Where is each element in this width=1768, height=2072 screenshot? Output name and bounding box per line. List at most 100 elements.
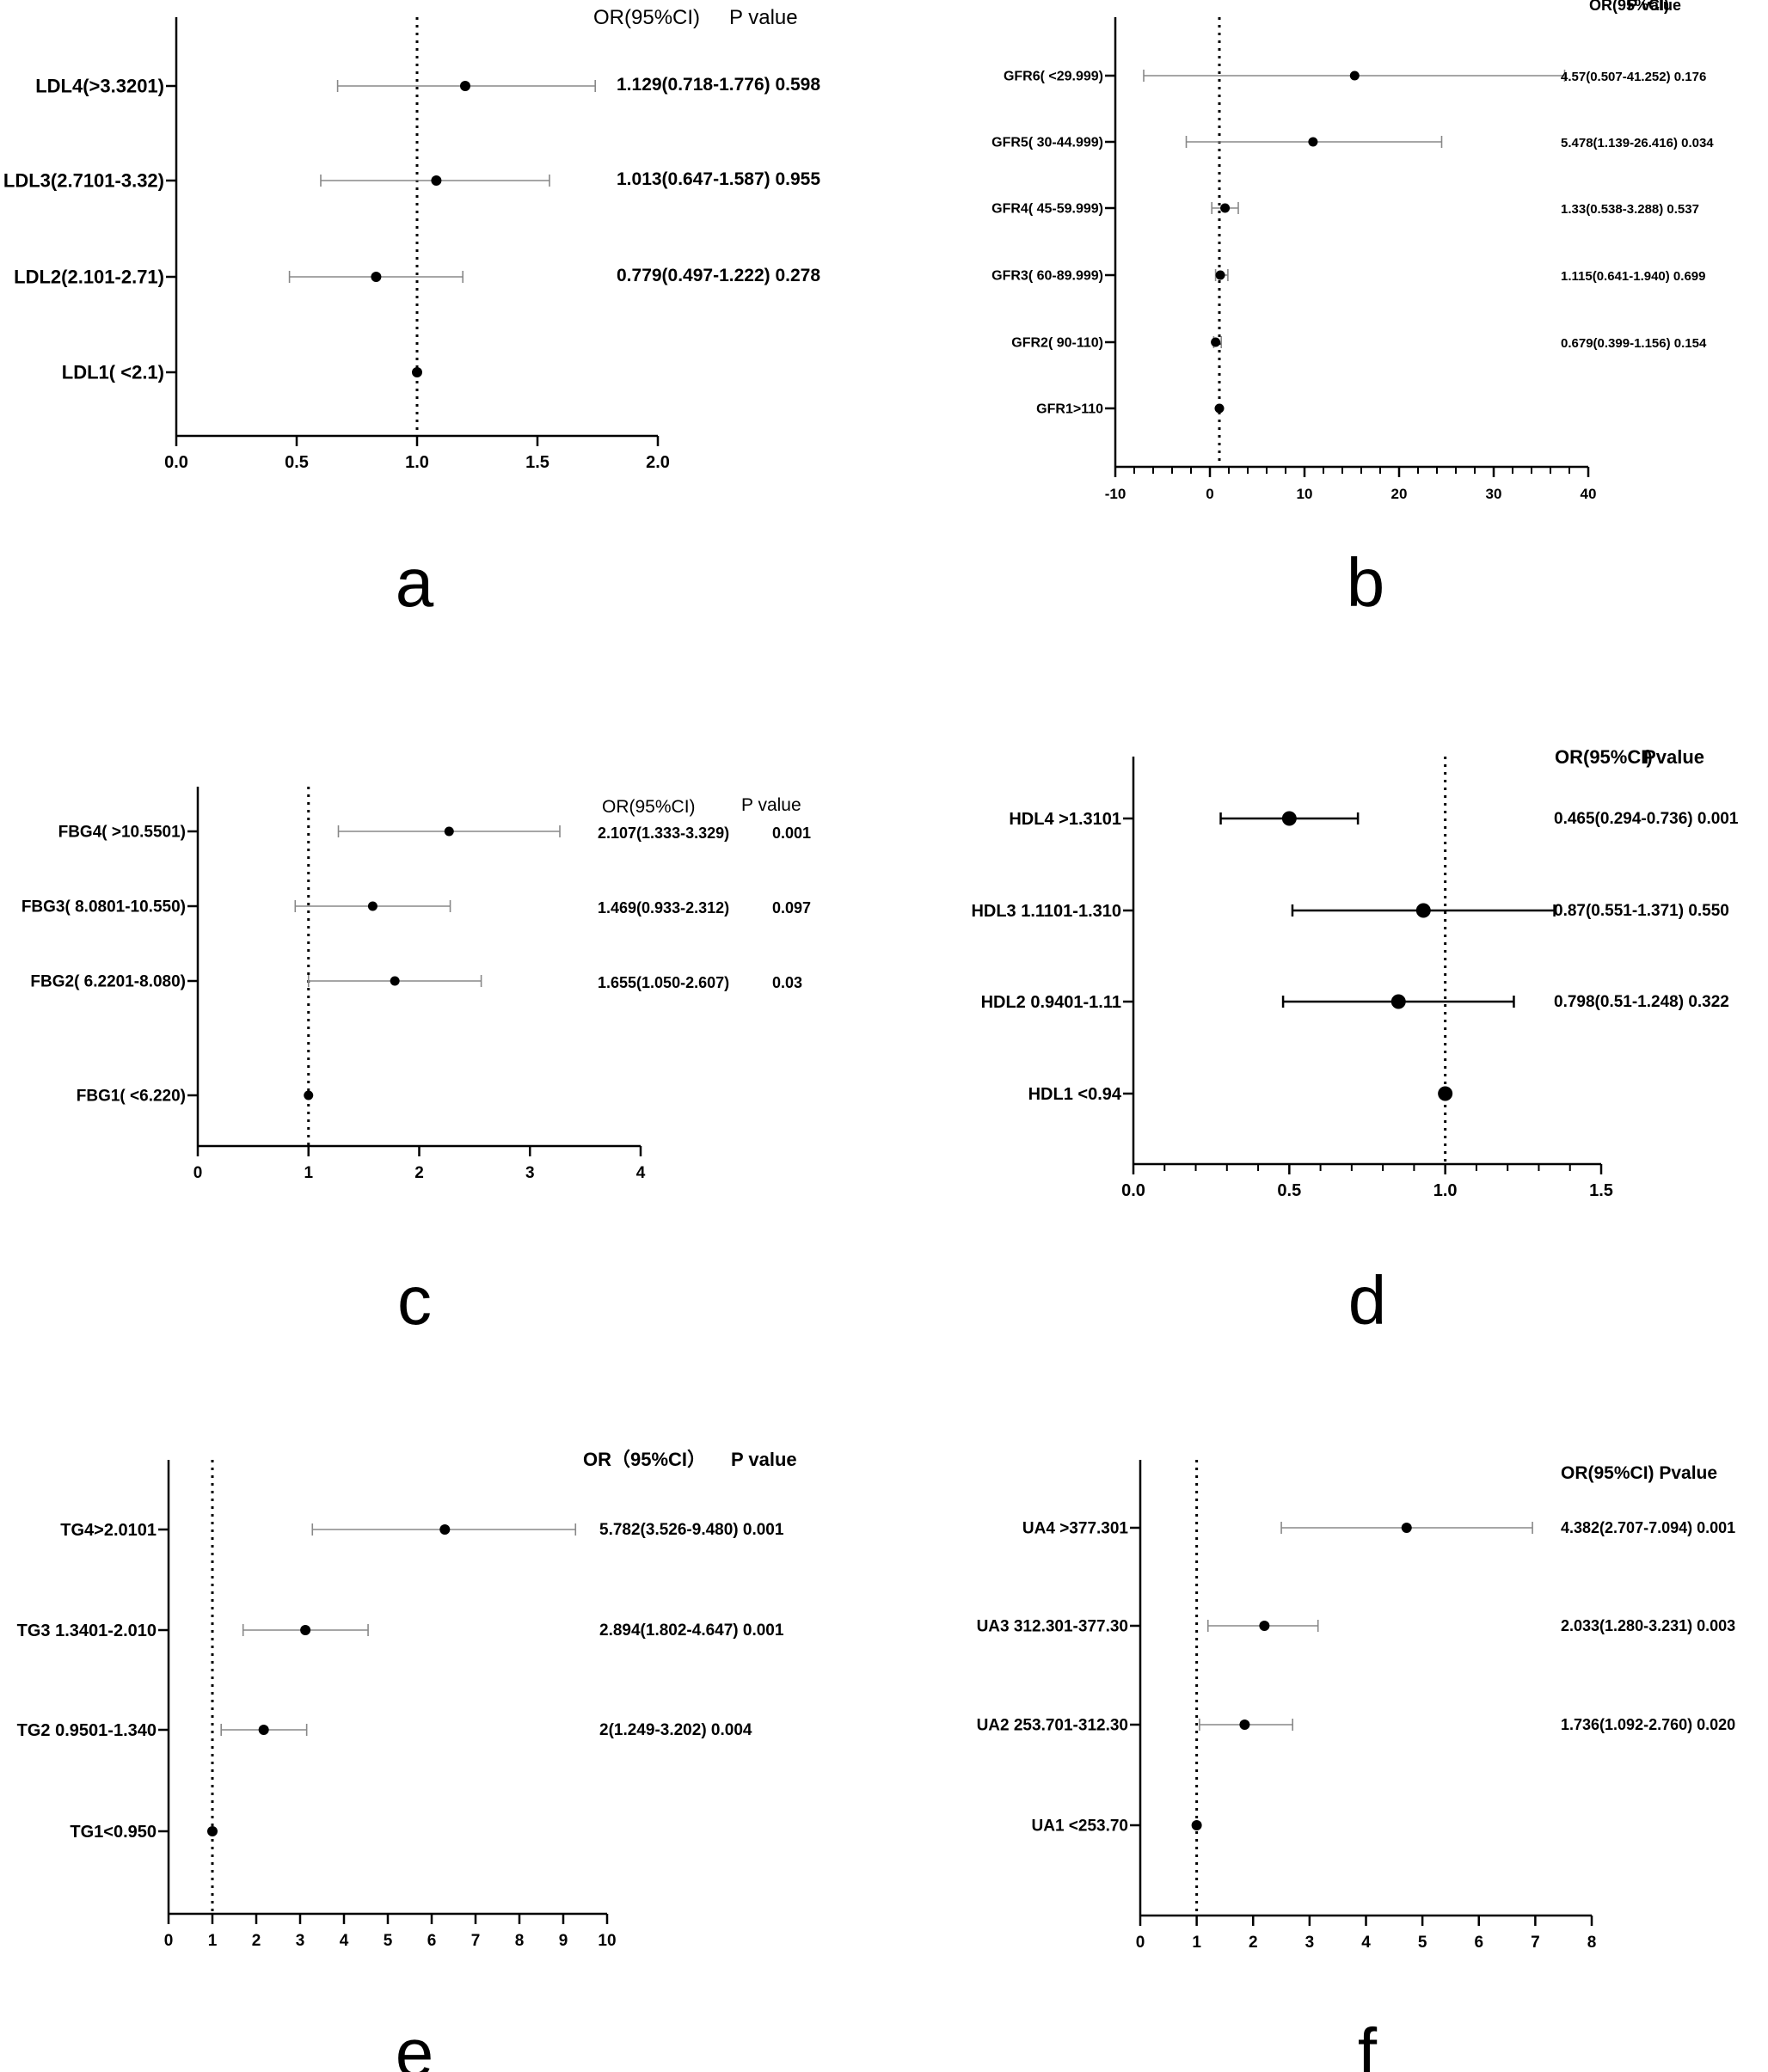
odds-ratio-point — [1415, 903, 1431, 918]
or-ci-text: 1.013(0.647-1.587) 0.955 — [617, 169, 820, 189]
x-tick-label: 5 — [1418, 1934, 1427, 1952]
or-ci-text: 1.33(0.538-3.288) 0.537 — [1561, 202, 1699, 217]
x-tick-label: 0.5 — [285, 453, 309, 472]
p-value-header: P value — [731, 1449, 797, 1470]
odds-ratio-point — [431, 175, 442, 186]
x-tick-label: 5 — [384, 1932, 393, 1950]
p-value-text: 0.097 — [772, 899, 811, 916]
odds-ratio-point — [1438, 1086, 1453, 1101]
row-label: TG4>2.0101 — [60, 1521, 157, 1540]
x-tick-label: 4 — [1361, 1934, 1371, 1952]
p-value-header: P value — [729, 6, 798, 29]
row-label: HDL4 >1.3101 — [1009, 810, 1121, 829]
odds-ratio-point — [1239, 1720, 1250, 1730]
x-tick-label: 2 — [252, 1932, 261, 1950]
x-tick-label: 0.0 — [164, 453, 188, 472]
row-label: FBG3( 8.0801-10.550) — [21, 898, 186, 916]
row-label: FBG1( <6.220) — [77, 1088, 186, 1106]
x-tick-label: 20 — [1391, 486, 1408, 502]
x-tick-label: 2 — [414, 1164, 424, 1182]
x-tick-label: 0 — [1136, 1934, 1145, 1952]
p-value-text: 0.03 — [772, 974, 802, 991]
x-tick-label: 0 — [1206, 486, 1213, 502]
or-ci-text: 0.798(0.51-1.248) 0.322 — [1554, 993, 1729, 1011]
x-tick-label: 2 — [1249, 1934, 1258, 1952]
or-ci-text: 5.478(1.139-26.416) 0.034 — [1561, 136, 1714, 150]
odds-ratio-point — [1220, 203, 1231, 213]
x-tick-label: 1.5 — [1589, 1181, 1613, 1200]
panel-letter: c — [397, 1262, 432, 1339]
x-tick-label: 4 — [340, 1932, 349, 1950]
row-label: LDL2(2.101-2.71) — [14, 267, 164, 288]
row-label: HDL2 0.9401-1.11 — [981, 993, 1121, 1012]
odds-ratio-point — [371, 272, 382, 282]
x-tick-label: 4 — [636, 1164, 646, 1182]
x-tick-label: 0 — [164, 1932, 174, 1950]
or-header: OR(95%CI) — [602, 797, 696, 817]
odds-ratio-point — [412, 367, 422, 377]
or-ci-text: 4.382(2.707-7.094) 0.001 — [1561, 1519, 1735, 1536]
panel-d: 0.0 0.5 1.0 1.5 OR(95%CI)Pvalue HDL4 >1.3101 0… — [971, 746, 1738, 1339]
row-label: LDL4(>3.3201) — [35, 76, 164, 97]
x-tick-label: 1 — [208, 1932, 218, 1950]
row-label: TG1<0.950 — [70, 1823, 157, 1842]
or-ci-text: 5.782(3.526-9.480) 0.001 — [599, 1521, 784, 1539]
or-ci-text: 0.87(0.551-1.371) 0.550 — [1554, 902, 1729, 920]
odds-ratio-point — [1215, 270, 1225, 280]
row-label: UA4 >377.301 — [1022, 1520, 1128, 1538]
row-label: HDL1 <0.94 — [1028, 1085, 1122, 1104]
panel-letter: d — [1348, 1262, 1387, 1339]
or-ci-text: 1.655(1.050-2.607) — [598, 974, 729, 991]
odds-ratio-point — [258, 1725, 269, 1735]
x-tick-label: 10 — [598, 1932, 616, 1950]
or-ci-text: 1.115(0.641-1.940) 0.699 — [1561, 269, 1705, 284]
or-header: OR(95%CI) — [1555, 746, 1653, 768]
odds-ratio-point — [1349, 70, 1360, 81]
x-tick-label: 3 — [1305, 1934, 1315, 1952]
p-value-header: P value — [1627, 0, 1681, 14]
row-label: GFR4( 45-59.999) — [991, 202, 1103, 217]
or-ci-text: 4.57(0.507-41.252) 0.176 — [1561, 70, 1706, 84]
odds-ratio-point — [1214, 403, 1225, 414]
or-header: OR（95%CI） — [583, 1449, 706, 1470]
p-value-header: Pvalue — [1643, 746, 1704, 768]
odds-ratio-point — [390, 976, 400, 986]
x-tick-label: 1 — [304, 1164, 313, 1182]
panel-letter: f — [1358, 2014, 1378, 2072]
x-tick-label: 2.0 — [646, 453, 670, 472]
row-label: UA3 312.301-377.30 — [977, 1618, 1128, 1636]
or-header: OR(95%CI) Pvalue — [1561, 1463, 1717, 1483]
x-tick-label: 9 — [559, 1932, 568, 1950]
or-ci-text: 2(1.249-3.202) 0.004 — [599, 1721, 752, 1739]
panel-letter: b — [1347, 544, 1385, 621]
row-label: GFR2( 90-110) — [1011, 336, 1103, 351]
row-label: GFR1>110 — [1036, 402, 1103, 417]
or-ci-text: 0.679(0.399-1.156) 0.154 — [1561, 336, 1707, 351]
or-header: OR(95%CI) — [1589, 0, 1669, 14]
row-label: GFR5( 30-44.999) — [991, 136, 1103, 150]
x-tick-label: 10 — [1297, 486, 1313, 502]
panel-c: 0 1 2 3 4 OR(95%CI) P value FBG4( >10.5501) 2.10… — [21, 787, 811, 1339]
or-ci-text: 1.469(0.933-2.312) — [598, 899, 729, 916]
x-tick-label: 1.5 — [525, 453, 549, 472]
or-ci-text: 2.033(1.280-3.231) 0.003 — [1561, 1617, 1735, 1634]
x-tick-label: 1.0 — [1433, 1181, 1458, 1200]
x-tick-label: 0 — [193, 1164, 203, 1182]
x-tick-label: -10 — [1105, 486, 1126, 502]
odds-ratio-point — [300, 1625, 311, 1635]
or-ci-text: 0.465(0.294-0.736) 0.001 — [1554, 810, 1739, 828]
odds-ratio-point — [367, 901, 378, 911]
x-tick-label: 3 — [525, 1164, 535, 1182]
odds-ratio-point — [460, 81, 470, 91]
x-tick-label: 40 — [1581, 486, 1597, 502]
x-tick-label: 7 — [471, 1932, 481, 1950]
odds-ratio-point — [1390, 994, 1406, 1009]
odds-ratio-point — [304, 1090, 314, 1100]
p-value-header: P value — [741, 795, 801, 815]
row-label: LDL3(2.7101-3.32) — [3, 170, 164, 192]
x-tick-label: 1 — [1192, 1934, 1201, 1952]
x-tick-label: 3 — [296, 1932, 305, 1950]
x-tick-label: 0.5 — [1277, 1181, 1301, 1200]
row-label: GFR3( 60-89.999) — [991, 269, 1103, 284]
